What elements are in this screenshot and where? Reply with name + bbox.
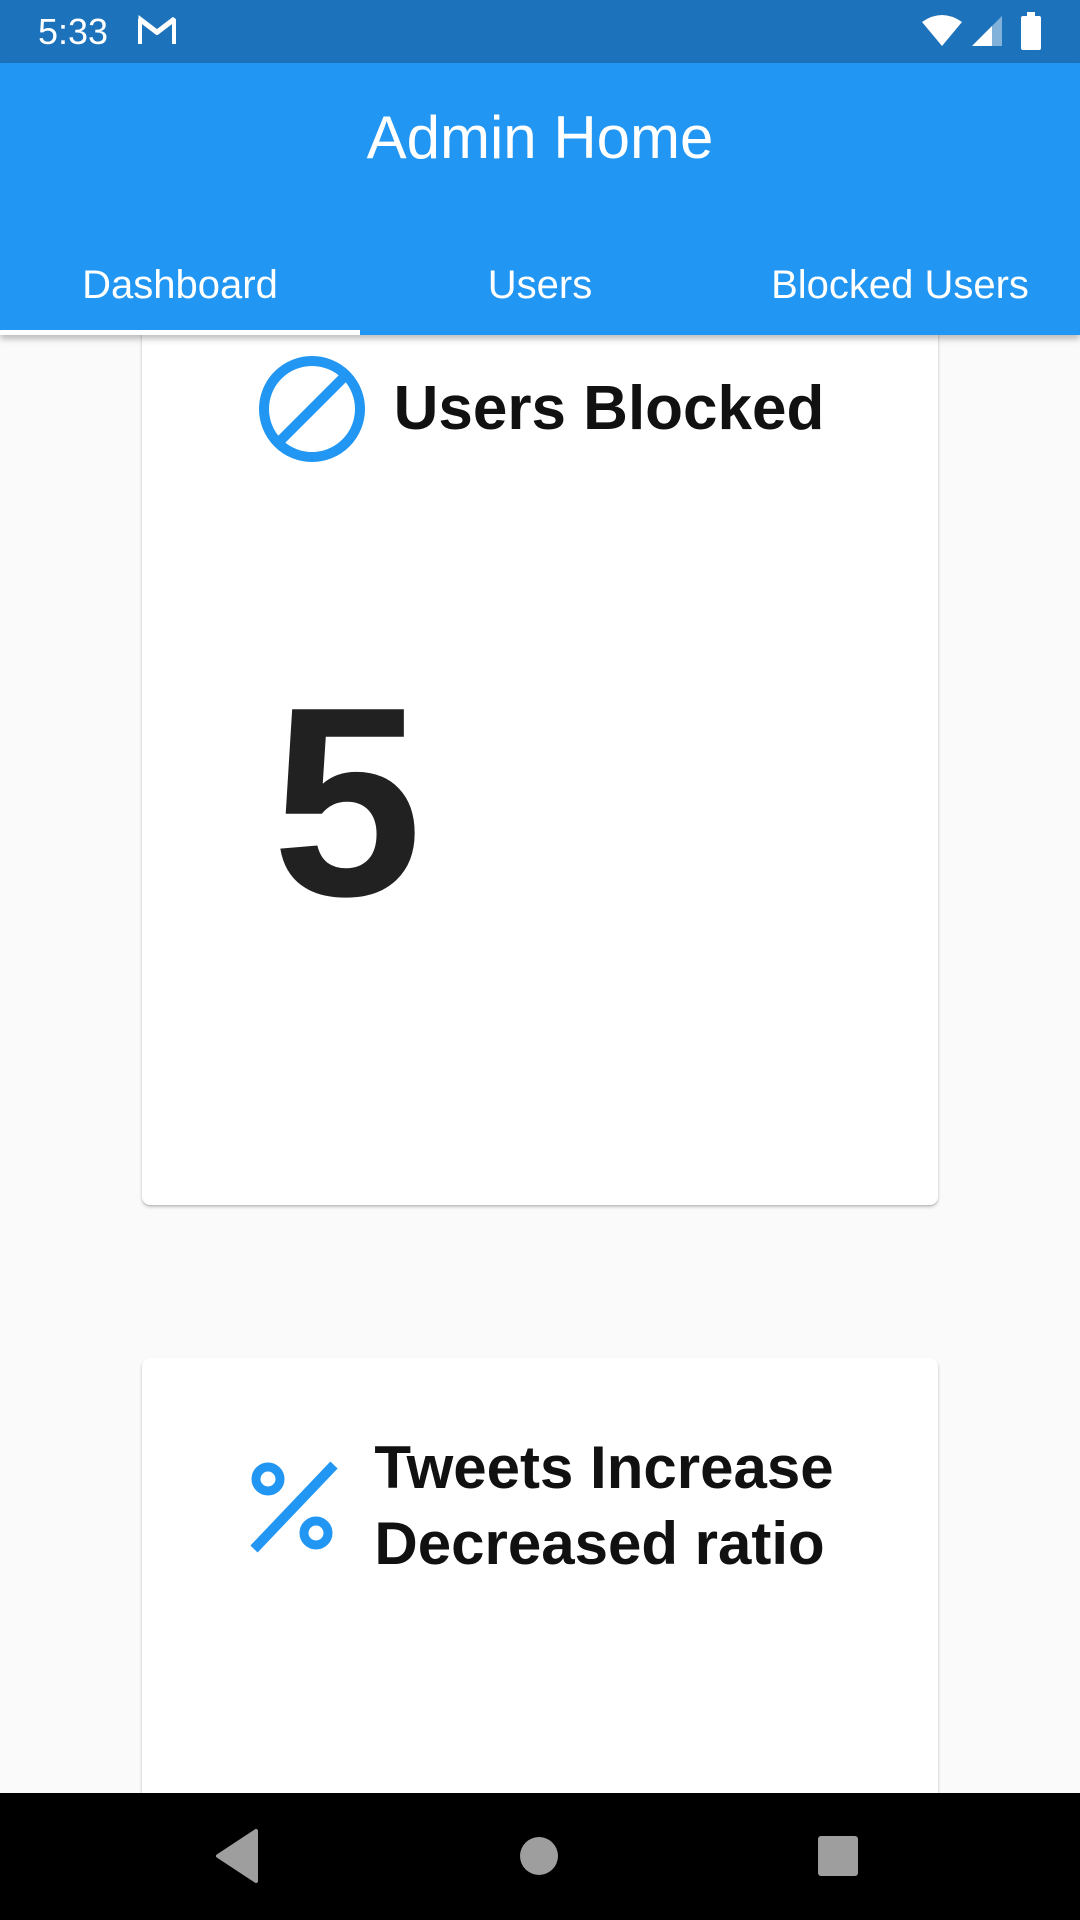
signal-icon [972, 16, 1002, 46]
tweets-ratio-header: Tweets Increase Decreased ratio [142, 1430, 938, 1582]
tweets-ratio-card: Tweets Increase Decreased ratio [142, 1358, 938, 1793]
tab-users[interactable]: Users [487, 263, 593, 307]
tab-bar: Dashboard Users Blocked Users [0, 245, 1080, 335]
tab-blocked-users[interactable]: Blocked Users [771, 263, 1029, 307]
users-blocked-count: 5 [272, 652, 423, 953]
users-blocked-card: Users Blocked 5 [142, 335, 938, 1205]
page-title: Admin Home [366, 104, 714, 171]
dashboard-content[interactable]: Users Blocked 5 Tweets Increase Decrease… [0, 335, 1080, 1793]
users-blocked-title: Users Blocked [393, 374, 825, 443]
status-bar: 5:33 [0, 0, 1080, 63]
wifi-icon [922, 15, 962, 46]
tweets-ratio-title-line1: Tweets Increase [374, 1434, 834, 1501]
tab-dashboard[interactable]: Dashboard [0, 245, 360, 335]
status-time: 5:33 [38, 11, 109, 52]
users-blocked-header: Users Blocked [142, 353, 938, 465]
recents-icon[interactable] [805, 1823, 871, 1889]
block-icon [258, 356, 365, 462]
home-icon[interactable] [506, 1823, 572, 1889]
app-bar: Admin Home Dashboard Users Blocked Users [0, 63, 1080, 335]
tweets-ratio-title-line2: Decreased ratio [374, 1510, 825, 1577]
tweets-ratio-title: Tweets Increase Decreased ratio [374, 1430, 833, 1582]
back-icon[interactable] [204, 1823, 270, 1889]
gmail-icon [138, 14, 176, 44]
battery-icon [1021, 12, 1041, 50]
system-nav-bar [0, 1793, 1080, 1920]
percent-icon [250, 1461, 339, 1553]
